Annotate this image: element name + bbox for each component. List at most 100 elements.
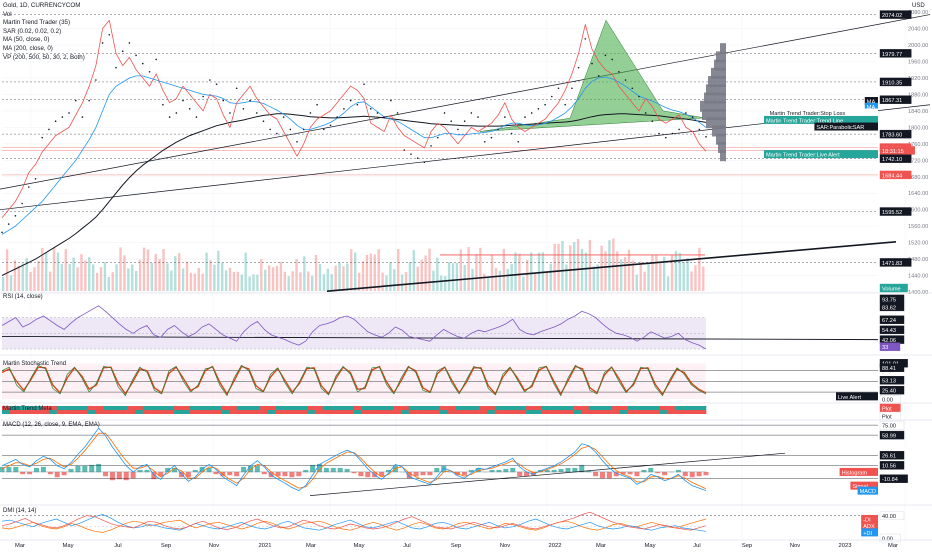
trend-meta-cell — [573, 410, 581, 414]
volume-bar — [264, 270, 266, 291]
trend-meta-cell — [503, 410, 511, 414]
sar-dot — [142, 63, 144, 65]
channel-top-line — [0, 15, 930, 190]
chart-header: Gold, 1D, CURRENCYCOM Vol Martin Trend T… — [3, 2, 85, 62]
sar-dot — [517, 141, 519, 143]
indicator-label[interactable]: VP (200, 500, 50, 30, 2, Both) — [3, 54, 85, 63]
x-tick-label: 2023 — [839, 543, 852, 549]
macd-signal-line — [2, 433, 706, 489]
volume-bar — [405, 272, 407, 291]
volume-bar — [65, 249, 67, 291]
sar-dot — [605, 55, 607, 57]
trend-meta-cell — [112, 406, 120, 410]
volume-bar — [323, 274, 325, 291]
volume-bar — [127, 268, 129, 291]
x-tick-label: Mar — [888, 543, 898, 549]
sar-dot — [8, 223, 10, 225]
indicator-label[interactable]: Vol — [3, 11, 85, 20]
trend-meta-cell — [174, 410, 182, 414]
volume-bar — [651, 255, 653, 291]
volume-bar — [475, 254, 477, 291]
macd-histogram-bar — [310, 465, 315, 472]
volume-bar — [643, 272, 645, 291]
trend-meta-cell — [362, 410, 370, 414]
macd-tag: Histogram — [842, 470, 868, 476]
volume-bar — [362, 261, 364, 291]
macd-histogram-bar — [690, 472, 695, 477]
dmi-tag: +DI — [863, 531, 872, 537]
trend-meta-cell — [651, 406, 659, 410]
trend-meta-cell — [80, 410, 88, 414]
volume-bar — [186, 262, 188, 291]
volume-bar — [456, 263, 458, 291]
adx-line — [2, 512, 706, 530]
rsi-level-label: 83.62 — [882, 305, 896, 311]
volume-bar — [80, 254, 82, 291]
volume-bar — [104, 262, 106, 291]
sar-dot — [350, 100, 352, 102]
trend-meta-cell — [510, 406, 518, 410]
rsi-title[interactable]: RSI (14, close) — [3, 294, 43, 300]
volume-bar — [299, 272, 301, 291]
trend-meta-cell — [151, 406, 159, 410]
rsi-level-label: 93.75 — [882, 297, 896, 303]
sar-dot — [189, 108, 191, 110]
volume-bar — [464, 265, 466, 291]
indicator-label[interactable]: MA (50, close, 0) — [3, 36, 85, 45]
sar-dot — [229, 112, 231, 114]
volume-bar — [237, 272, 239, 291]
volume-bar — [10, 275, 12, 291]
trend-meta-cell — [331, 410, 339, 414]
trend-meta-cell — [119, 410, 127, 414]
volume-bar — [201, 274, 203, 291]
trend-meta-cell — [57, 410, 65, 414]
indicator-label[interactable]: SAR (0.02, 0.02, 0.2) — [3, 28, 85, 37]
macd-level-label: 75.00 — [882, 424, 896, 430]
volume-bar — [209, 260, 211, 291]
dmi-title[interactable]: DMI (14, 14) — [3, 508, 36, 514]
macd-histogram-bar — [41, 467, 46, 472]
sar-dot — [209, 79, 211, 81]
volume-bar — [460, 250, 462, 291]
currency-label[interactable]: USD — [912, 3, 925, 9]
volume-bar — [409, 262, 411, 291]
trend-meta-cell — [401, 406, 409, 410]
trend-meta-cell — [205, 406, 213, 410]
sar-dot — [403, 149, 405, 151]
sar-dot — [585, 38, 587, 40]
trend-meta-cell — [104, 406, 112, 410]
stoch-title[interactable]: Martin Stochastic Trend — [3, 361, 66, 367]
price-label: 1742.10 — [882, 157, 902, 163]
volume-bar — [694, 265, 696, 291]
macd-histogram-bar — [600, 472, 605, 478]
sar-dot — [122, 50, 124, 52]
indicator-label[interactable]: MA (200, close, 0) — [3, 45, 85, 54]
macd-tag: MACD — [860, 489, 876, 495]
trend-meta-cell — [565, 406, 573, 410]
sar-dot — [618, 71, 620, 73]
volume-bar — [221, 263, 223, 291]
symbol-title[interactable]: Gold, 1D, CURRENCYCOM — [3, 2, 85, 11]
sar-dot — [102, 42, 104, 44]
volume-bar — [33, 267, 35, 291]
indicator-label[interactable]: Martin Trend Trader (35) — [3, 19, 85, 28]
sar-dot — [672, 133, 674, 135]
volume-bar — [170, 271, 172, 291]
macd-histogram-bar — [628, 472, 633, 474]
trend-meta-cell — [315, 410, 323, 414]
sar-dot — [383, 116, 385, 118]
volume-bar — [393, 269, 395, 291]
volume-bar — [194, 274, 196, 291]
macd-histogram-bar — [124, 472, 129, 480]
macd-level-label: -10.84 — [882, 477, 898, 483]
macd-title[interactable]: MACD (12, 26, close, 9, EMA, EMA) — [3, 422, 100, 428]
macd-histogram-bar — [241, 467, 246, 472]
trend-meta-cell — [190, 406, 198, 410]
trend-meta-title[interactable]: Martin Trend Meta — [3, 406, 52, 412]
macd-histogram-bar — [648, 468, 653, 472]
macd-histogram-bar — [27, 472, 32, 474]
price-label: 1783.60 — [882, 133, 902, 139]
x-tick-label: May — [354, 543, 365, 549]
